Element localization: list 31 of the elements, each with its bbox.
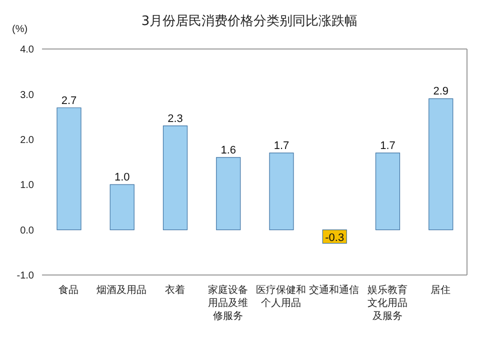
bar <box>269 152 294 230</box>
bar <box>216 157 241 230</box>
bar <box>110 184 134 230</box>
x-tick-label: 家庭设备用品及维修服务 <box>208 284 248 322</box>
x-tick-label: 衣着 <box>164 284 185 296</box>
x-tick-label: 居住 <box>430 285 450 296</box>
y-tick-label: 2.0 <box>20 134 34 146</box>
bar <box>375 152 400 230</box>
data-label: 1.7 <box>380 140 396 152</box>
y-tick-label: 4.0 <box>20 44 34 56</box>
y-tick-label: 3.0 <box>20 90 34 101</box>
y-tick-label: -1.0 <box>16 270 34 282</box>
data-label: 2.3 <box>168 112 183 125</box>
x-tick-label: 烟酒及用品 <box>96 284 147 296</box>
data-label: 2.7 <box>61 94 77 107</box>
chart-title: 3月份居民消费价格分类别同比涨跌幅 <box>141 14 358 29</box>
data-label: 1.7 <box>274 140 290 152</box>
data-label: 1.6 <box>220 144 236 156</box>
bar <box>162 126 188 230</box>
y-tick-label: 1.0 <box>20 180 34 192</box>
y-axis-title: (%) <box>12 24 28 35</box>
x-tick-label: 食品 <box>58 284 79 296</box>
y-tick-label: 0.0 <box>20 225 34 236</box>
bar <box>56 107 82 230</box>
x-tick-label: 娱乐教育文化用品及服务 <box>367 284 408 322</box>
data-label: 2.9 <box>433 86 449 98</box>
x-tick-label: 交通和通信 <box>309 284 360 296</box>
data-label: -0.3 <box>325 232 344 244</box>
data-label: 1.0 <box>114 172 130 184</box>
bar <box>428 98 454 230</box>
x-tick-label: 医疗保健和个人用品 <box>256 284 306 309</box>
